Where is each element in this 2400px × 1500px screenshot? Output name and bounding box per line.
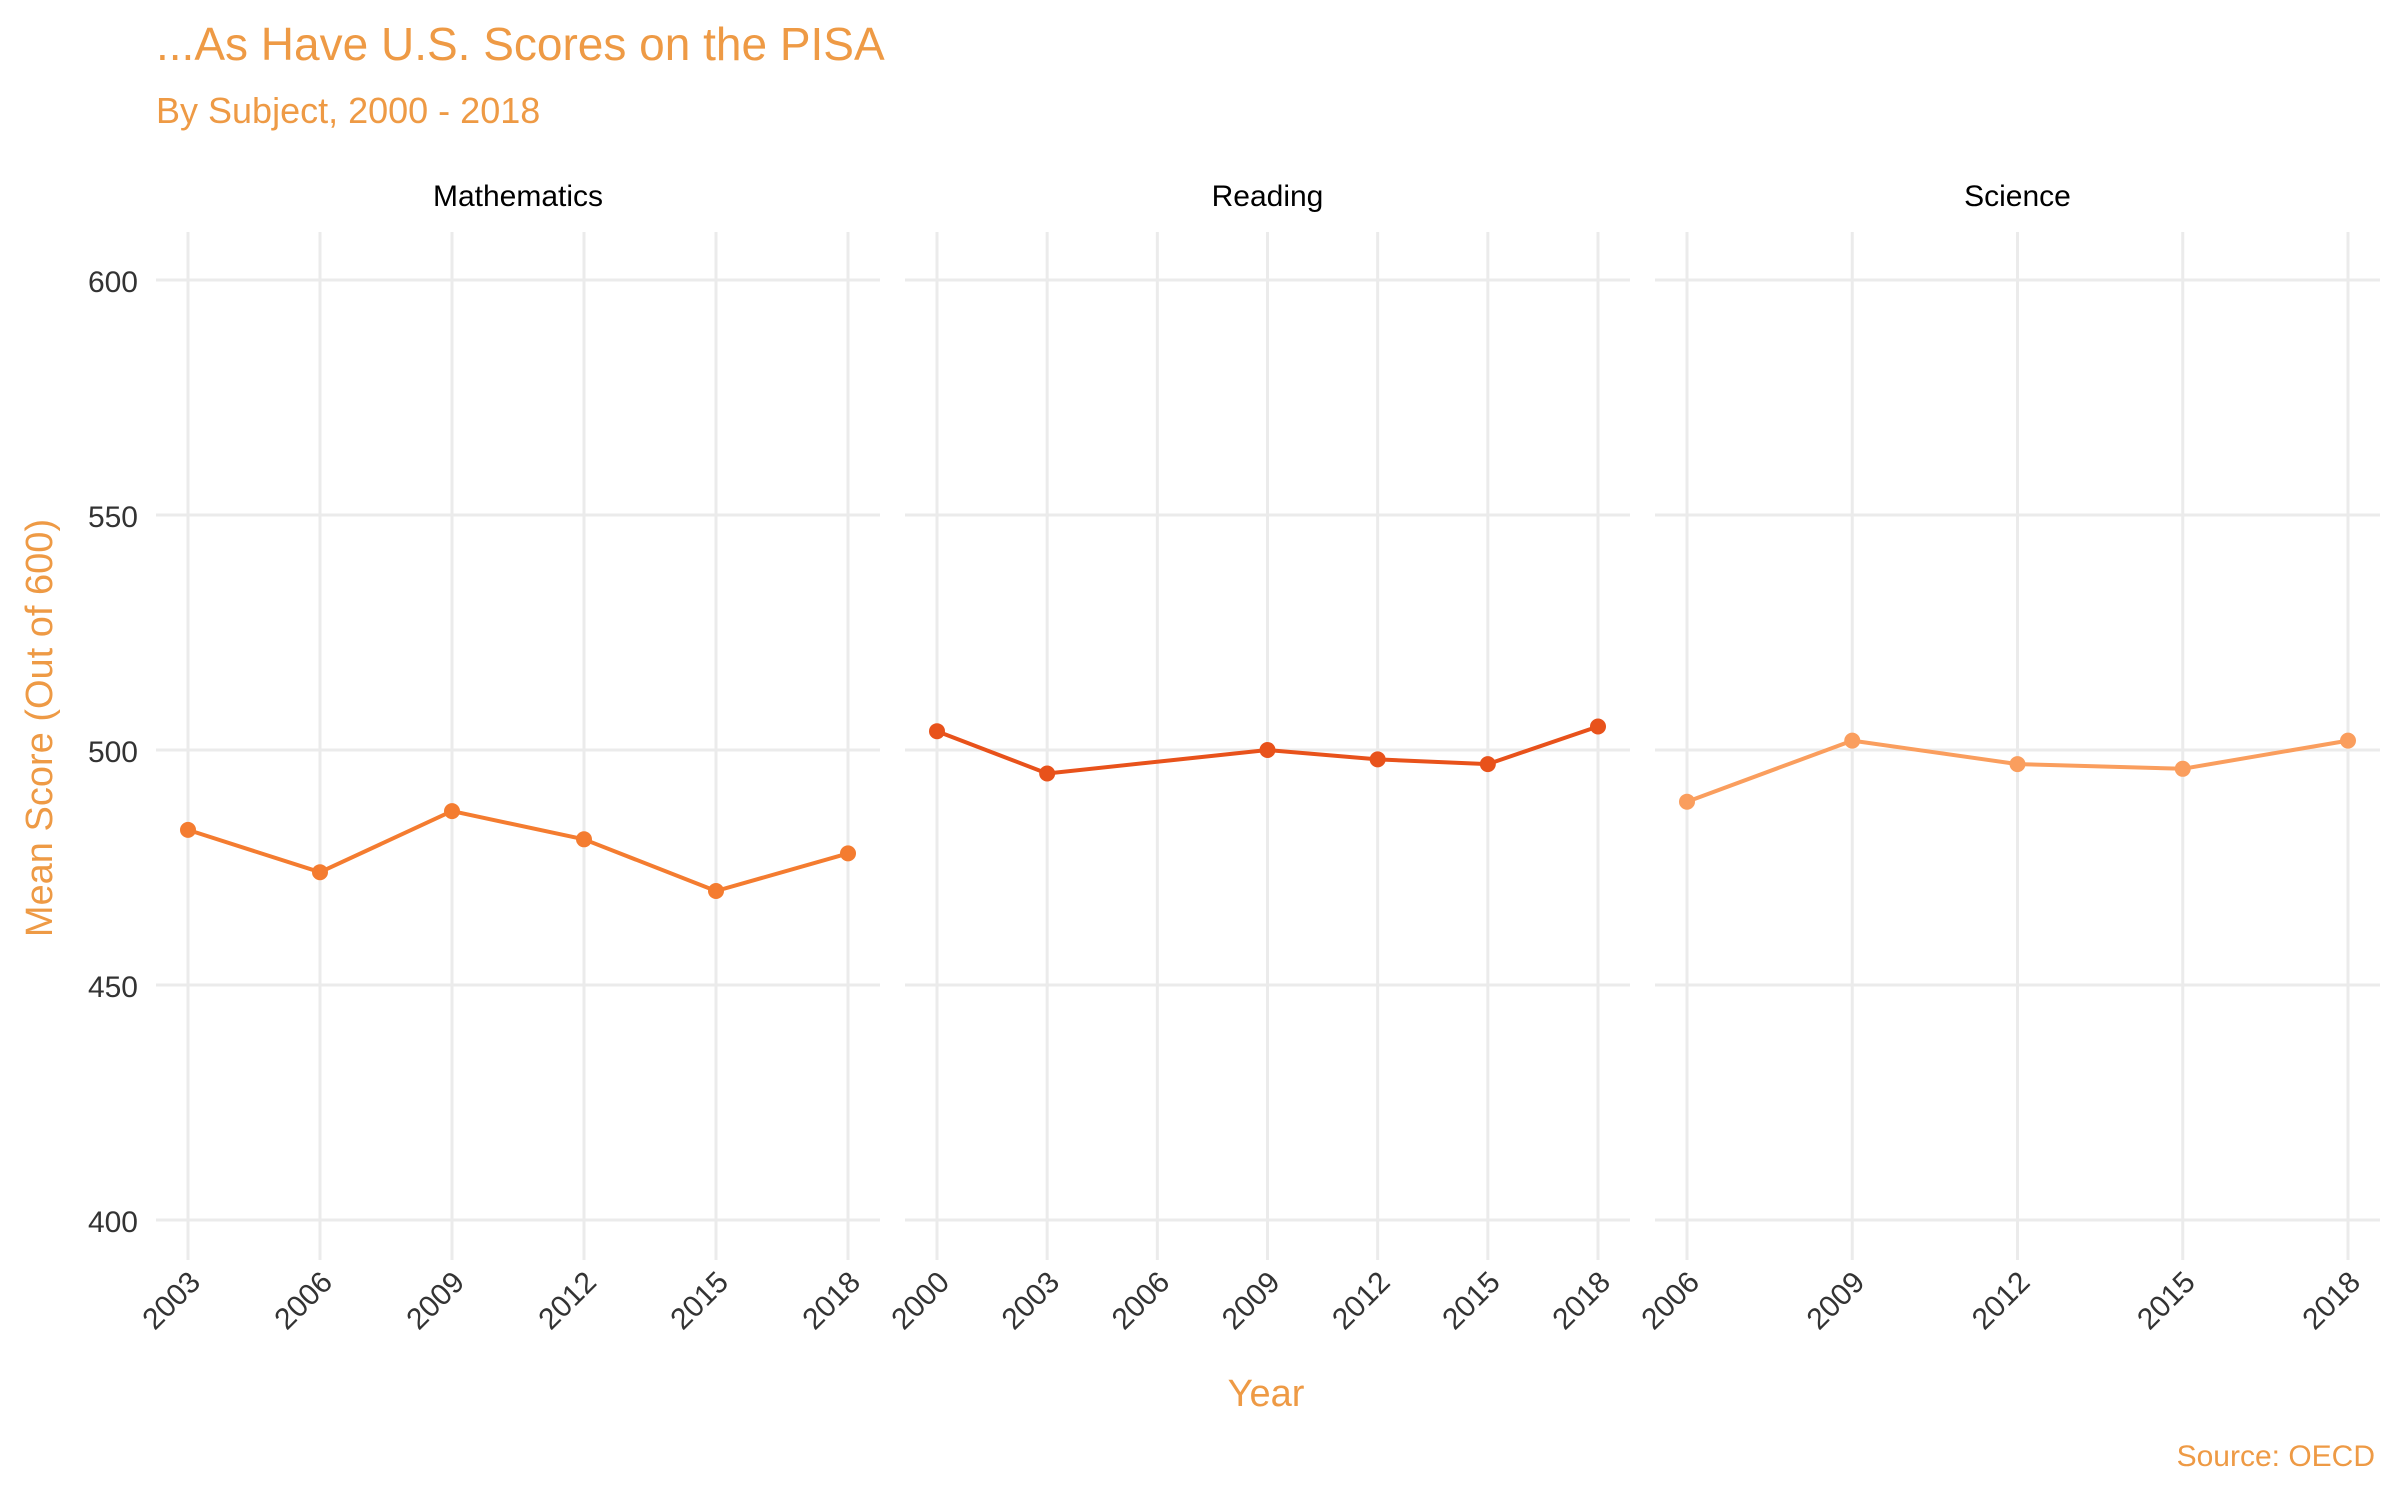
x-tick-label: 2018	[796, 1266, 867, 1337]
data-point	[2340, 732, 2356, 749]
data-point	[1844, 732, 1861, 749]
x-tick-label: 2009	[1801, 1266, 1872, 1337]
x-tick-label: 2009	[1216, 1266, 1287, 1337]
data-point	[1679, 793, 1695, 810]
data-point	[576, 831, 592, 848]
data-point	[929, 723, 945, 740]
x-tick-label: 2003	[996, 1266, 1067, 1337]
x-tick-label: 2012	[532, 1266, 603, 1337]
data-point	[708, 883, 724, 899]
x-tick-label: 2015	[664, 1266, 735, 1337]
plot-layer: 400 450 500 550 600 Mathematics 2003 2006 2009 20…	[88, 180, 2380, 1336]
x-tick-label: 2018	[2296, 1266, 2367, 1337]
data-point	[444, 803, 460, 820]
data-point	[312, 864, 328, 881]
y-tick-label: 550	[88, 501, 138, 534]
data-point	[1039, 765, 1056, 782]
data-point	[840, 845, 856, 862]
y-axis-label: Mean Score (Out of 600)	[19, 519, 61, 937]
data-point	[1479, 756, 1496, 773]
x-tick-label: 2012	[1966, 1266, 2037, 1337]
panel-strip-label: Reading	[1212, 180, 1324, 213]
x-tick-label: 2009	[400, 1266, 471, 1337]
chart-title: ...As Have U.S. Scores on the PISA	[156, 18, 885, 70]
x-tick-label: 2000	[885, 1266, 956, 1337]
data-point	[180, 821, 196, 838]
x-tick-label: 2015	[2131, 1266, 2202, 1337]
x-tick-label: 2012	[1326, 1266, 1397, 1337]
chart-caption: Source: OECD	[2177, 1440, 2375, 1473]
panel-strip-label: Mathematics	[433, 180, 603, 213]
y-tick-label: 400	[88, 1206, 138, 1239]
y-tick-label: 500	[88, 736, 138, 769]
x-axis-label: Year	[1228, 1373, 1305, 1415]
panel-strip-label: Science	[1964, 180, 2071, 213]
data-point	[2009, 756, 2026, 773]
y-tick-label: 600	[88, 266, 138, 299]
x-tick-label: 2003	[136, 1266, 207, 1337]
x-tick-label: 2018	[1546, 1266, 1617, 1337]
data-point	[1259, 742, 1276, 758]
data-point	[2174, 760, 2191, 777]
x-tick-label: 2006	[1635, 1266, 1706, 1337]
x-tick-label: 2006	[268, 1266, 339, 1337]
y-tick-label: 450	[88, 971, 138, 1004]
x-tick-label: 2006	[1106, 1266, 1177, 1337]
x-tick-label: 2015	[1436, 1266, 1507, 1337]
chart-subtitle: By Subject, 2000 - 2018	[156, 90, 540, 131]
data-point	[1369, 751, 1386, 768]
series-line	[186, 809, 850, 893]
data-point	[1590, 718, 1606, 735]
series-line	[935, 724, 1600, 776]
